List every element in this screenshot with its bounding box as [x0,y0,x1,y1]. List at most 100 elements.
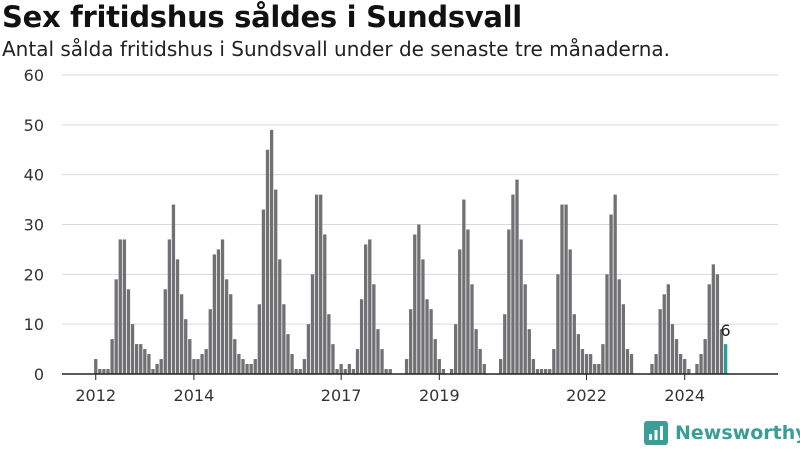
bar [257,304,261,374]
bar [413,234,417,374]
bar [110,339,114,374]
bar [650,364,654,374]
bar [216,249,221,374]
bar [368,239,372,374]
bar [683,359,687,374]
bar [212,254,216,374]
bar [609,214,613,374]
bar [543,369,548,374]
x-tick-label: 2024 [664,386,705,405]
bar [384,369,388,374]
bar [306,324,311,374]
bar [437,359,441,374]
bar [719,329,724,374]
bar [605,274,609,374]
bar [122,239,127,374]
y-tick-label: 0 [34,365,44,384]
chart-subtitle: Antal sålda fritidshus i Sundsvall under… [2,37,670,61]
bar [425,299,429,374]
bar [278,259,282,374]
bar [625,349,630,374]
bar [159,359,163,374]
bar [449,369,454,374]
bar [294,369,298,374]
y-tick-label: 20 [24,265,44,284]
bar [548,369,552,374]
bar [388,369,392,374]
bar [695,364,699,374]
bar [458,249,462,374]
bar [409,309,413,374]
bar [331,344,335,374]
bar [229,294,233,374]
bar [560,204,564,374]
bar [404,359,409,374]
bar [151,369,155,374]
bar [507,229,511,374]
bar [155,364,159,374]
bar [184,319,188,374]
bar [523,284,527,374]
bar [658,309,662,374]
newsworthy-logo: Newsworthy [644,421,800,445]
bar [224,279,229,374]
bar [286,334,290,374]
bar [233,339,237,374]
x-tick-label: 2017 [321,386,362,405]
bar [568,249,572,374]
bar-data-label: 6 [721,321,731,340]
bar [429,309,433,374]
bar [580,349,585,374]
bar [703,339,707,374]
y-tick-label: 40 [24,166,44,185]
bar [662,294,666,374]
y-tick-label: 10 [24,315,44,334]
bar [617,279,621,374]
bar [359,299,364,374]
y-tick-label: 30 [24,216,44,235]
bar [576,334,581,374]
bar [98,369,102,374]
bar [454,324,458,374]
x-tick-label: 2022 [566,386,607,405]
bar [351,369,356,374]
bar [163,289,167,374]
bar [629,354,634,374]
bar [699,354,703,374]
bar [711,264,715,374]
bar [167,239,172,374]
bar [355,349,360,374]
bar [372,284,376,374]
bar [621,304,625,374]
bar [564,204,568,374]
bar [601,344,605,374]
bar [417,224,421,374]
bar [527,329,531,374]
bar [421,259,425,374]
bar [499,359,503,374]
bar [274,189,278,374]
bar [310,274,315,374]
bar [314,194,319,374]
bar [249,364,253,374]
bar [678,354,683,374]
bar [519,239,523,374]
bar [376,329,380,374]
bar [139,344,143,374]
bar [118,239,122,374]
bar [179,294,184,374]
bar [474,329,478,374]
x-tick-label: 2019 [419,386,460,405]
brand-name: Newsworthy [675,422,800,444]
bar [511,194,515,374]
bar [666,284,670,374]
bar [572,314,576,374]
bar [208,309,212,374]
bar [192,359,196,374]
bar [253,359,257,374]
bar [613,194,617,374]
bar [670,324,675,374]
bar [175,259,180,374]
bar [335,369,339,374]
bar [462,199,466,374]
